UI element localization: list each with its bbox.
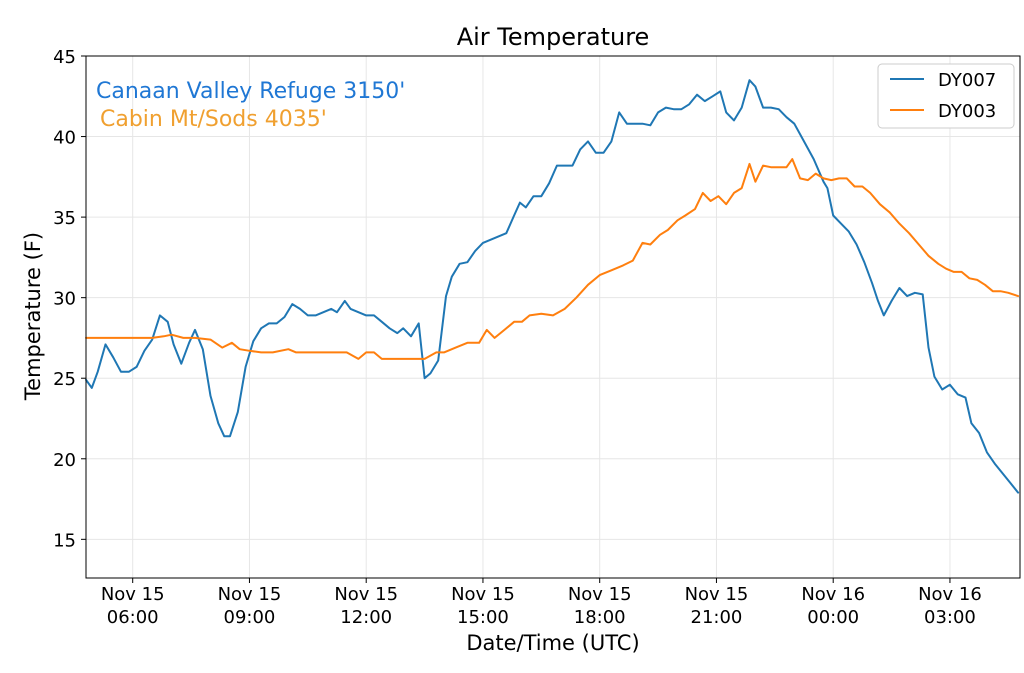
y-axis-label: Temperature (F) bbox=[21, 232, 45, 401]
x-tick-time-label: 06:00 bbox=[107, 607, 159, 628]
x-tick-date-label: Nov 16 bbox=[918, 584, 982, 605]
legend: DY007 DY003 bbox=[877, 63, 1015, 129]
station-annotation-cabin-mt: Cabin Mt/Sods 4035' bbox=[100, 107, 327, 132]
y-tick-label: 15 bbox=[53, 530, 76, 551]
x-axis-label: Date/Time (UTC) bbox=[466, 631, 639, 655]
x-tick-time-label: 09:00 bbox=[224, 607, 276, 628]
y-tick-label: 30 bbox=[53, 289, 76, 310]
legend-dy003-label: DY003 bbox=[938, 101, 996, 122]
x-tick-time-label: 12:00 bbox=[340, 607, 392, 628]
y-tick-label: 40 bbox=[53, 128, 76, 149]
x-tick-time-label: 21:00 bbox=[691, 607, 743, 628]
series-layer bbox=[85, 79, 1020, 494]
series-line-dy007 bbox=[85, 79, 1020, 494]
station-annotation-canaan-valley: Canaan Valley Refuge 3150' bbox=[96, 79, 405, 104]
x-tick-date-label: Nov 15 bbox=[685, 584, 749, 605]
x-tick-date-label: Nov 15 bbox=[334, 584, 398, 605]
x-tick-time-label: 15:00 bbox=[457, 607, 509, 628]
x-tick-date-label: Nov 15 bbox=[101, 584, 165, 605]
x-tick-date-label: Nov 15 bbox=[568, 584, 632, 605]
x-tick-date-label: Nov 16 bbox=[801, 584, 865, 605]
grid-layer bbox=[86, 55, 1020, 578]
legend-dy007-label: DY007 bbox=[938, 70, 996, 91]
x-tick-date-label: Nov 15 bbox=[218, 584, 282, 605]
y-tick-label: 45 bbox=[53, 47, 76, 68]
y-tick-label: 20 bbox=[53, 450, 76, 471]
series-line-dy003 bbox=[85, 158, 1020, 360]
plot-area-frame bbox=[85, 55, 1021, 579]
y-tick-label: 25 bbox=[53, 369, 76, 390]
x-tick-time-label: 03:00 bbox=[924, 607, 976, 628]
chart-title: Air Temperature bbox=[457, 23, 650, 51]
y-tick-label: 35 bbox=[53, 208, 76, 229]
x-tick-time-label: 00:00 bbox=[807, 607, 859, 628]
x-tick-time-label: 18:00 bbox=[574, 607, 626, 628]
x-tick-date-label: Nov 15 bbox=[451, 584, 515, 605]
